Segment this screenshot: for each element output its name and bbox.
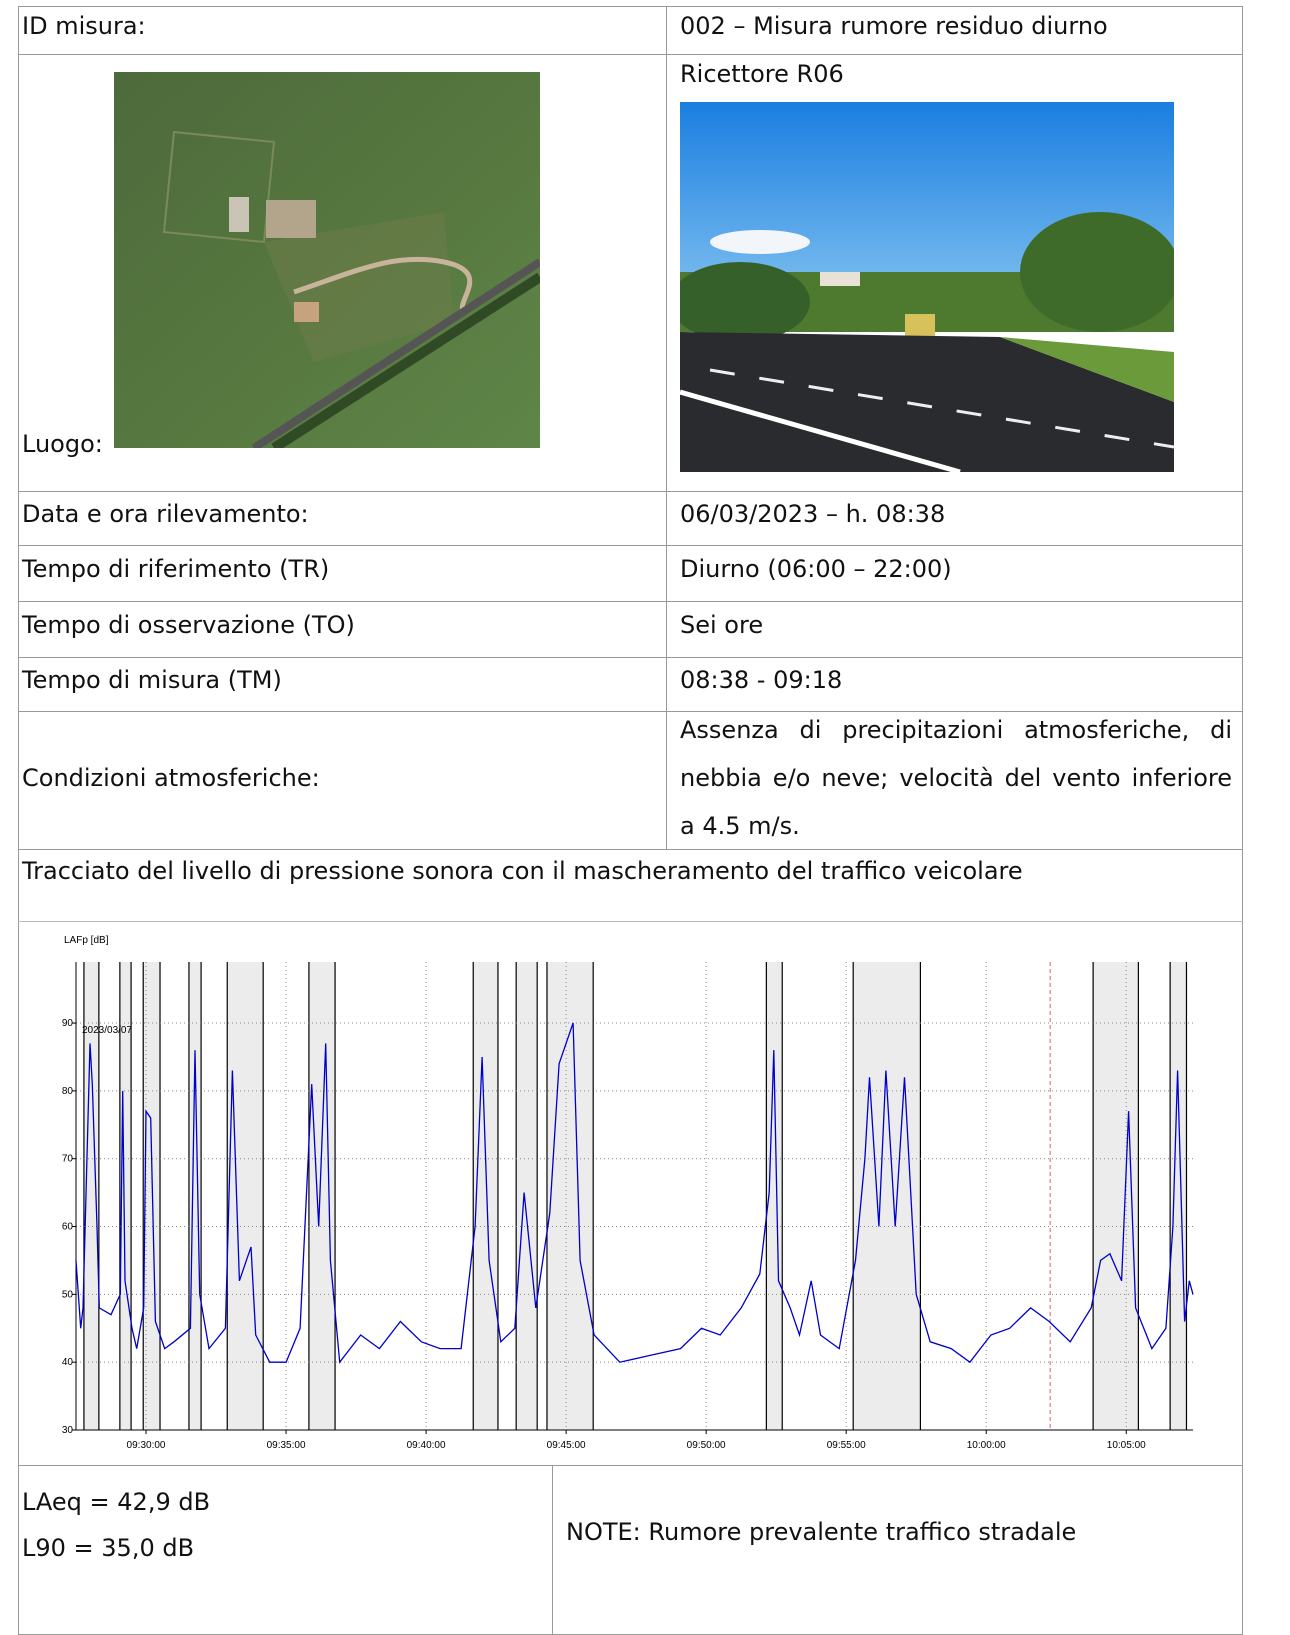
y-tick-label: 90 [62,1018,74,1029]
label: Tempo di misura (TM) [22,666,282,694]
x-tick-label: 09:45:00 [547,1440,586,1451]
caption: Tracciato del livello di pressione sonor… [22,857,1023,885]
x-tick-label: 09:40:00 [407,1440,446,1451]
value: Assenza di precipitazioni atmosferiche, … [680,706,1232,850]
label: Luogo: [22,430,103,458]
y-tick-label: 80 [62,1086,74,1097]
x-tick-label: 09:55:00 [827,1440,866,1451]
result: LAeq = 42,9 dB [22,1488,210,1516]
value: 06/03/2023 – h. 08:38 [680,500,945,528]
x-tick-label: 09:50:00 [687,1440,726,1451]
masked-interval [143,962,160,1430]
masked-interval [309,962,335,1430]
label: Tempo di osservazione (TO) [22,611,355,639]
masked-interval [227,962,263,1430]
note: NOTE: Rumore prevalente traffico stradal… [566,1518,1076,1546]
x-tick-label: 10:05:00 [1107,1440,1146,1451]
value: Sei ore [680,611,763,639]
y-tick-label: 50 [62,1289,74,1300]
aerial-photo [114,72,540,448]
site-photo [680,102,1174,472]
y-axis-label: LAFp [dB] [64,935,109,946]
label: ID misura: [22,12,146,40]
label: Tempo di riferimento (TR) [22,555,329,583]
x-tick-label: 09:35:00 [267,1440,306,1451]
y-tick-label: 40 [62,1357,74,1368]
label: Data e ora rilevamento: [22,500,309,528]
label: Condizioni atmosferiche: [22,764,320,792]
value: Diurno (06:00 – 22:00) [680,555,952,583]
value: Ricettore R06 [680,60,844,88]
masked-interval [516,962,537,1430]
y-tick-label: 60 [62,1222,74,1233]
cell [552,1465,1243,1635]
masked-interval [1170,962,1186,1430]
page: ID misura: 002 – Misura rumore residuo d… [0,0,1290,1629]
value: 002 – Misura rumore residuo diurno [680,12,1108,40]
y-tick-label: 30 [62,1425,74,1436]
annotation: 2023/03/07 [82,1025,132,1036]
x-tick-label: 10:00:00 [967,1440,1006,1451]
result: L90 = 35,0 dB [22,1534,194,1562]
value: 08:38 - 09:18 [680,666,842,694]
x-tick-label: 09:30:00 [127,1440,166,1451]
chart: LAFp [dB] 30 40 50 60 70 80 90 09:30:00 09:35:00… [18,922,1242,1465]
y-tick-label: 70 [62,1154,74,1165]
masked-interval [189,962,201,1430]
